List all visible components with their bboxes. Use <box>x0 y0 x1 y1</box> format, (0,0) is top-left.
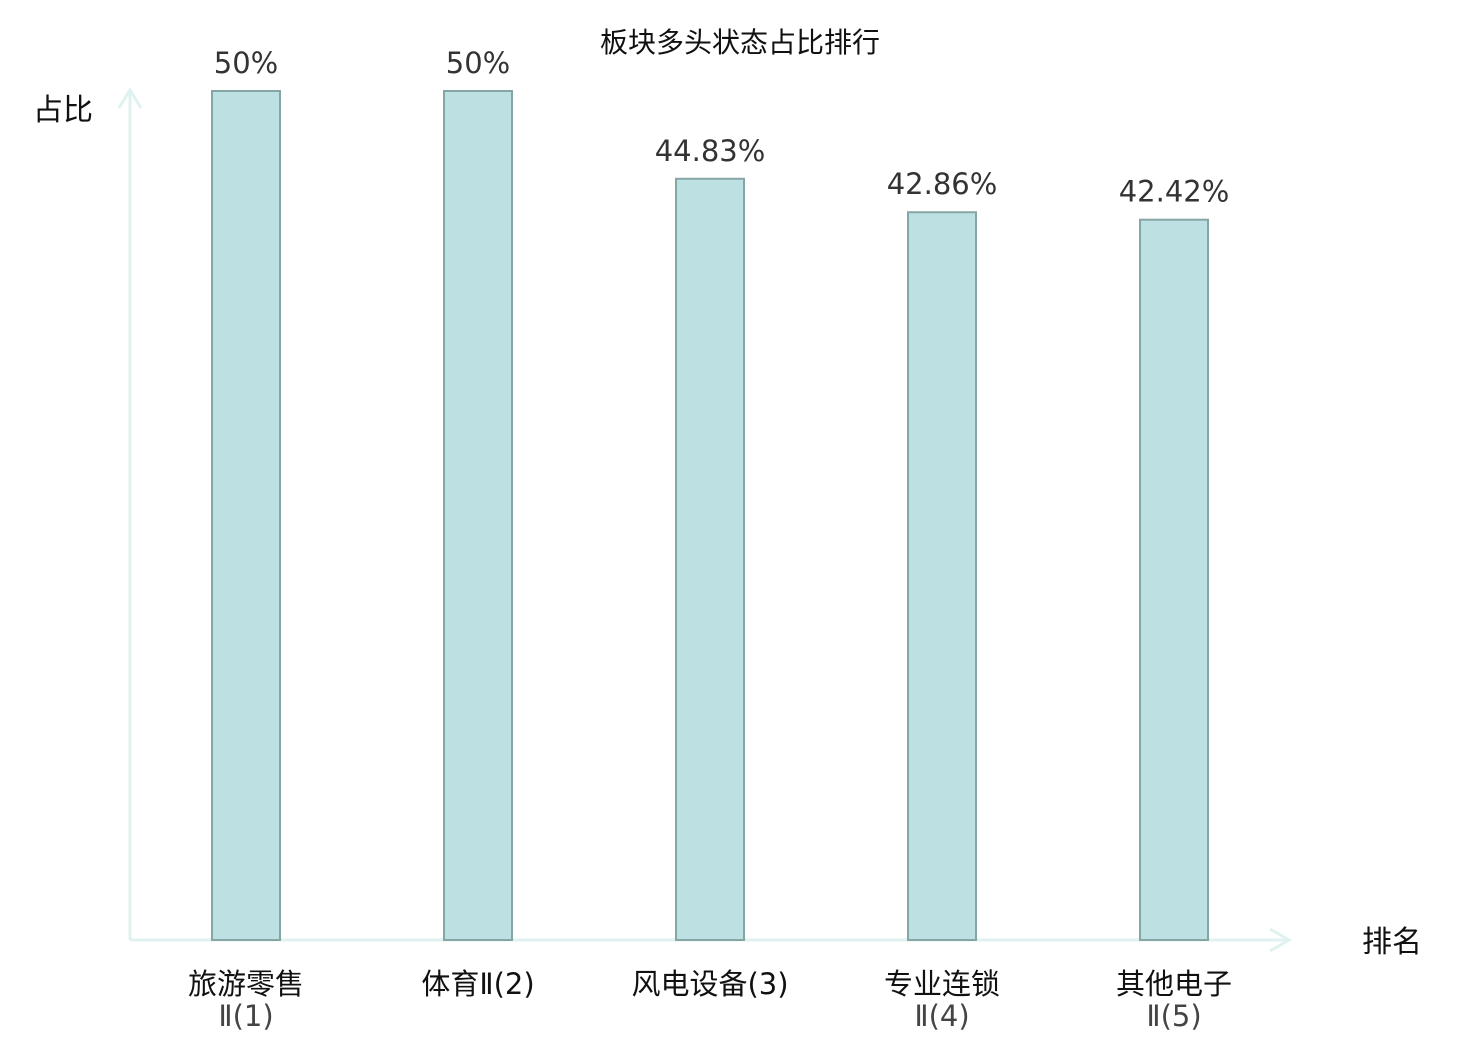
category-label-4-line2: Ⅱ(4) <box>914 999 969 1033</box>
value-label-2: 50% <box>446 46 510 80</box>
bar-4 <box>907 211 977 942</box>
value-label-1: 50% <box>214 46 278 80</box>
bar-2 <box>443 90 513 941</box>
value-labels: 50% 50% 44.83% 42.86% 42.42% <box>214 46 1230 209</box>
bar-3 <box>675 177 745 941</box>
y-axis-label: 占比 <box>33 93 93 128</box>
bars <box>211 90 1209 942</box>
category-label-4: 专业连锁 <box>884 967 1000 1001</box>
category-label-1-line2: Ⅱ(1) <box>218 999 273 1033</box>
value-label-3: 44.83% <box>655 134 766 168</box>
category-label-3: 风电设备(3) <box>631 967 788 1001</box>
category-label-1: 旅游零售 <box>188 967 304 1001</box>
bar-5 <box>1139 218 1209 942</box>
bar-1 <box>211 90 281 941</box>
value-label-5: 42.42% <box>1119 175 1230 209</box>
category-label-2: 体育Ⅱ(2) <box>421 967 534 1001</box>
category-label-5-line2: Ⅱ(5) <box>1146 999 1201 1033</box>
value-label-4: 42.86% <box>887 167 998 201</box>
x-axis-label: 排名 <box>1362 925 1422 960</box>
y-axis-arrow-icon <box>117 87 143 109</box>
category-label-5: 其他电子 <box>1116 967 1232 1001</box>
chart-title: 板块多头状态占比排行 <box>600 26 880 59</box>
x-axis-arrow-icon <box>1269 927 1292 953</box>
